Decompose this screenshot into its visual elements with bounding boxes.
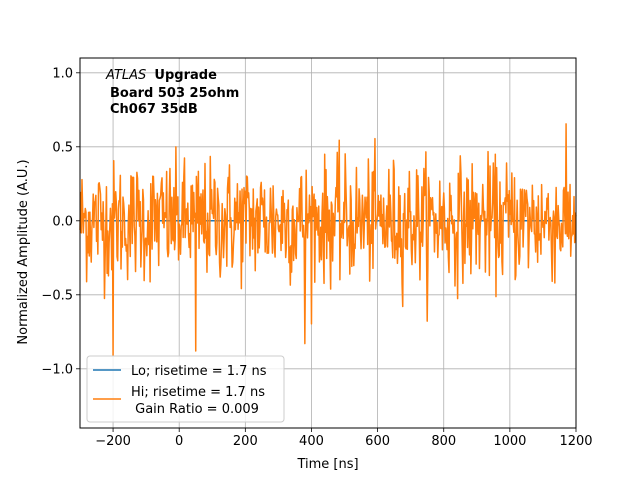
x-tick-label: 800: [431, 434, 456, 449]
legend-box: [86, 355, 285, 423]
x-tick-label: 400: [299, 434, 324, 449]
plot-frame: [79, 57, 577, 429]
x-tick-label: 0: [175, 434, 183, 449]
x-tick-label: 1000: [493, 434, 526, 449]
legend-label-lo: Lo; risetime = 1.7 ns: [131, 364, 267, 379]
x-tick-label: 200: [233, 434, 258, 449]
y-tick-label: 1.0: [52, 66, 73, 81]
y-tick-label: −1.0: [41, 362, 73, 377]
upgrade-label: Upgrade: [154, 68, 217, 83]
board-label: Board 503 25ohm: [110, 86, 239, 101]
atlas-annotation: ATLAS Upgrade Board 503 25ohm Ch067 35dB: [105, 68, 239, 117]
x-axis-label: Time [ns]: [296, 457, 358, 472]
y-tick-label: 0.0: [52, 214, 73, 229]
plot-lines: [79, 123, 577, 357]
x-tick-label: −200: [95, 434, 131, 449]
legend: Lo; risetime = 1.7 ns Hi; risetime = 1.7…: [86, 355, 285, 423]
atlas-label: ATLAS: [105, 68, 146, 83]
channel-label: Ch067 35dB: [110, 102, 198, 117]
axis-ticks: −200 0 200 400 600 800 1000 1200 −1.0 −0.5 0.0 0.5 1…: [41, 66, 592, 449]
legend-label-hi: Hi; risetime = 1.7 ns: [131, 385, 265, 400]
x-tick-label: 1200: [559, 434, 592, 449]
legend-label-hi-gain: Gain Ratio = 0.009: [131, 402, 259, 417]
y-tick-label: −0.5: [41, 288, 73, 303]
series-line-hi: [79, 123, 577, 357]
y-axis-label: Normalized Amplitude (A.U.): [16, 159, 31, 344]
svg-text:ATLAS Upgrade: ATLAS Upgrade: [105, 68, 217, 83]
x-tick-label: 600: [365, 434, 390, 449]
y-tick-label: 0.5: [52, 140, 73, 155]
